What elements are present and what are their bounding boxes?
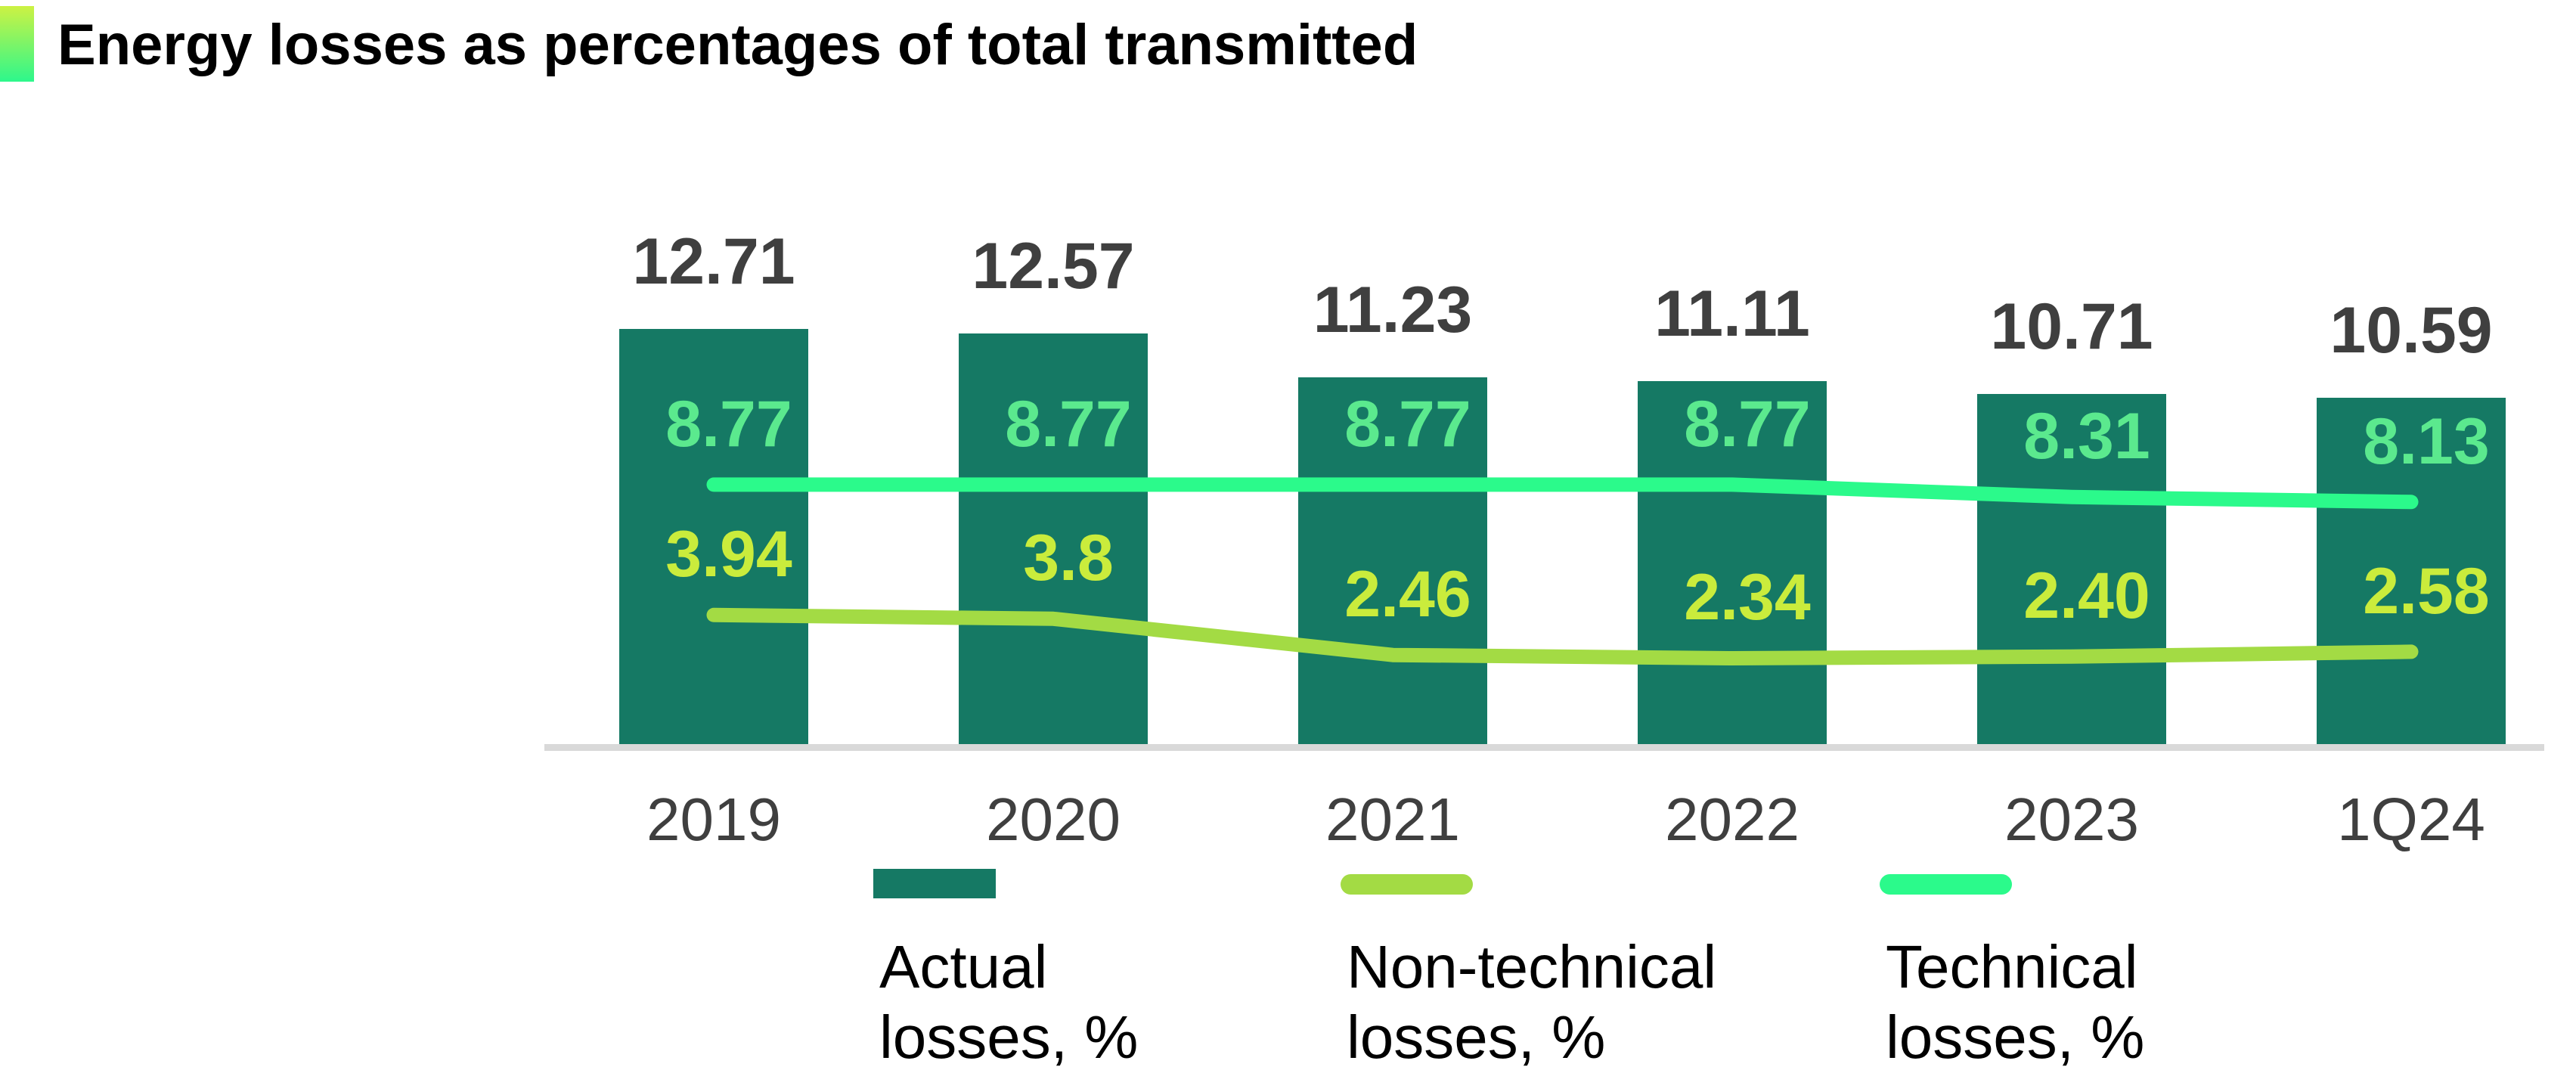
axis-label-2019: 2019 bbox=[646, 786, 781, 853]
axis-label-2021: 2021 bbox=[1325, 786, 1460, 853]
non-technical-losses-value-2023: 2.40 bbox=[2023, 560, 2150, 633]
non-technical-losses-value-1Q24: 2.58 bbox=[2363, 554, 2490, 628]
non-technical-losses-value-2019: 3.94 bbox=[665, 518, 792, 591]
bar-2022 bbox=[1638, 380, 1827, 745]
actual-losses-value-2019: 12.71 bbox=[632, 225, 795, 298]
bar-2020 bbox=[959, 333, 1148, 745]
axis-label-1Q24: 1Q24 bbox=[2337, 786, 2485, 853]
technical-losses-value-2021: 8.77 bbox=[1344, 387, 1471, 461]
non-technical-losses-value-2021: 2.46 bbox=[1344, 558, 1471, 631]
non-technical-losses-value-2020: 3.8 bbox=[1023, 522, 1114, 595]
bar-1Q24 bbox=[2317, 398, 2506, 745]
title-accent-bar bbox=[0, 6, 34, 82]
bar-2023 bbox=[1977, 394, 2166, 745]
non-technical-losses-value-2022: 2.34 bbox=[1684, 561, 1811, 634]
technical-losses-value-2022: 8.77 bbox=[1684, 387, 1811, 461]
actual-losses-value-2021: 11.23 bbox=[1313, 273, 1473, 346]
actual-losses-value-1Q24: 10.59 bbox=[2330, 294, 2493, 368]
actual-losses-value-2022: 11.11 bbox=[1654, 277, 1810, 350]
actual-losses-value-2020: 12.57 bbox=[972, 229, 1135, 302]
axis-label-2023: 2023 bbox=[2004, 786, 2139, 853]
technical-losses-value-2023: 8.31 bbox=[2023, 400, 2150, 473]
page-title: Energy losses as percentages of total tr… bbox=[57, 13, 1418, 77]
technical-losses-value-2020: 8.77 bbox=[1005, 387, 1132, 461]
axis-label-2020: 2020 bbox=[986, 786, 1121, 853]
technical-losses-line bbox=[706, 477, 2419, 510]
axis-label-2022: 2022 bbox=[1665, 786, 1799, 853]
bar-2021 bbox=[1298, 377, 1487, 745]
actual-losses-value-2023: 10.71 bbox=[1990, 290, 2153, 364]
x-axis-line bbox=[544, 744, 2544, 751]
non-technical-losses-line bbox=[706, 607, 2419, 665]
technical-losses-value-1Q24: 8.13 bbox=[2363, 405, 2490, 478]
bar-2019 bbox=[619, 328, 808, 745]
technical-losses-value-2019: 8.77 bbox=[665, 387, 792, 461]
